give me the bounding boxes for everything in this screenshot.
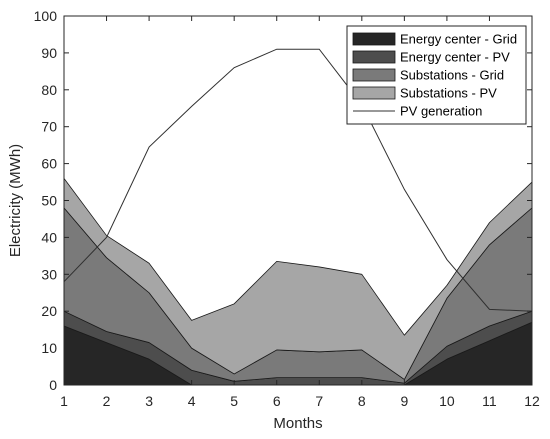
legend-swatch <box>352 32 396 46</box>
x-tick-label: 2 <box>103 393 111 409</box>
line-series-group <box>63 48 533 312</box>
x-tick-label: 12 <box>524 393 540 409</box>
y-tick-label: 60 <box>41 156 57 172</box>
legend-label: PV generation <box>400 104 482 119</box>
legend-label: Energy center - Grid <box>400 32 517 47</box>
legend-entry-substations-grid: Substations - Grid <box>352 68 504 83</box>
x-axis-ticks: 1 2 3 4 5 6 7 8 9 10 11 12 <box>60 16 540 409</box>
y-axis-ticks: 0 10 20 30 40 50 60 70 80 90 100 <box>34 8 532 393</box>
y-tick-label: 50 <box>41 193 57 209</box>
y-tick-label: 10 <box>41 340 57 356</box>
x-axis-label: Months <box>273 415 322 432</box>
x-tick-label: 7 <box>315 393 323 409</box>
y-tick-label: 20 <box>41 303 57 319</box>
legend-label: Substations - Grid <box>400 68 504 83</box>
y-tick-label: 70 <box>41 119 57 135</box>
y-tick-label: 0 <box>49 377 57 393</box>
legend-entry-pv-generation: PV generation <box>353 104 482 119</box>
y-axis-label: Electricity (MWh) <box>7 144 24 257</box>
x-tick-label: 1 <box>60 393 68 409</box>
y-tick-label: 90 <box>41 45 57 61</box>
legend-label: Substations - PV <box>400 86 497 101</box>
x-tick-label: 3 <box>145 393 153 409</box>
x-tick-label: 5 <box>230 393 238 409</box>
y-tick-label: 40 <box>41 229 57 245</box>
x-tick-label: 6 <box>273 393 281 409</box>
legend-entry-energy-center-pv: Energy center - PV <box>352 50 510 65</box>
x-tick-label: 11 <box>482 393 497 409</box>
y-tick-label: 30 <box>41 266 57 282</box>
legend-swatch <box>352 68 396 82</box>
line-pv-generation <box>63 48 533 312</box>
x-tick-label: 10 <box>439 393 455 409</box>
x-tick-label: 4 <box>188 393 196 409</box>
legend-swatch <box>352 86 396 100</box>
legend-entry-energy-center-grid: Energy center - Grid <box>352 32 517 47</box>
y-tick-label: 100 <box>34 8 58 24</box>
legend-entry-substations-pv: Substations - PV <box>352 86 497 101</box>
legend-swatch <box>352 50 396 64</box>
x-tick-label: 9 <box>400 393 408 409</box>
x-tick-label: 8 <box>358 393 366 409</box>
y-tick-label: 80 <box>41 82 57 98</box>
legend-label: Energy center - PV <box>400 50 510 65</box>
legend: Energy center - Grid Energy center - PV Su… <box>346 25 527 125</box>
